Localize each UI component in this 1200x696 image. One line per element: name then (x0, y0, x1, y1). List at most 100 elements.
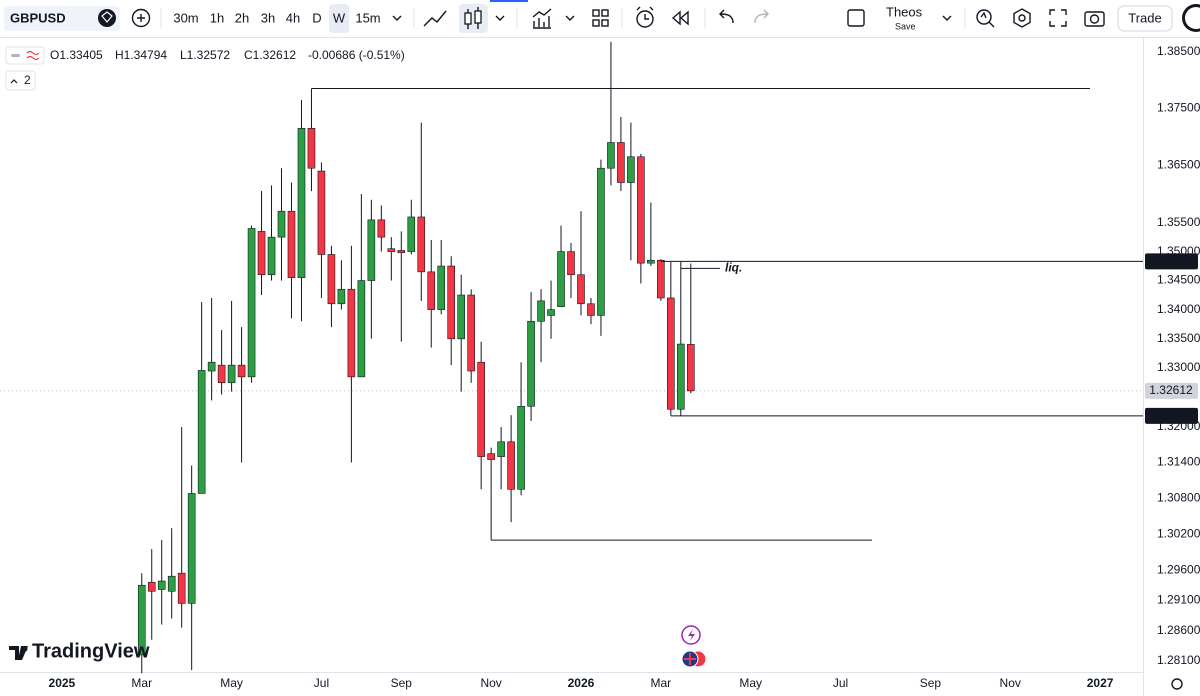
settings-icon[interactable] (1013, 8, 1031, 28)
indicator-count[interactable]: 2 (24, 73, 31, 87)
price-tick-label: 1.30200 (1157, 526, 1200, 540)
ohlc-value: C1.32612 (244, 48, 296, 62)
interval[interactable]: 1h (210, 10, 224, 25)
price-marker (1145, 407, 1198, 424)
candle-body (627, 156, 635, 183)
line-chart-icon[interactable] (423, 10, 447, 27)
candle-body (237, 364, 246, 378)
interval-active[interactable] (329, 4, 349, 33)
save-label[interactable]: Save (895, 21, 916, 31)
candle-body (447, 265, 456, 340)
price-tick-label: 1.28100 (1157, 653, 1200, 667)
toolbar: GBPUSD Theos Save (0, 0, 1200, 38)
ohlc-value: H1.34794 (115, 48, 167, 62)
interval[interactable]: 3h (261, 10, 275, 25)
price-tick-label: 1.33500 (1157, 331, 1200, 345)
logo-text[interactable]: TradingView (32, 640, 150, 662)
candle-body (517, 406, 525, 490)
alert-icon[interactable] (636, 10, 654, 28)
symbol-search-icon[interactable] (98, 9, 116, 27)
indicators-icon[interactable] (532, 8, 552, 29)
candle-body (367, 219, 376, 281)
badge-chevron (10, 79, 18, 84)
interval[interactable]: 4h (286, 10, 300, 25)
price-tick-label: 1.30800 (1157, 490, 1200, 504)
candle-body (277, 210, 286, 238)
candle-body (617, 142, 625, 183)
redo-icon[interactable] (754, 9, 769, 24)
candle-body (677, 343, 685, 410)
candle-body (427, 271, 436, 310)
trade-label[interactable]: Trade (1128, 10, 1161, 25)
legend-wave (26, 50, 40, 61)
price-tick-label: 1.34500 (1157, 273, 1200, 287)
candle-body (587, 303, 595, 316)
indicators-chevron[interactable] (565, 15, 575, 21)
indicator-badge[interactable] (5, 70, 36, 91)
time-tick-label: Jul (314, 676, 329, 690)
price-tick-label: 1.37500 (1157, 101, 1200, 115)
settings-corner[interactable] (1171, 678, 1183, 690)
layout-icon (592, 19, 600, 27)
layout-icon (601, 9, 609, 17)
candle-body (487, 453, 495, 460)
candle-body (187, 493, 196, 604)
active-tab-indicator (490, 0, 528, 2)
price-tick-label: 1.34000 (1157, 302, 1200, 316)
undo-icon[interactable] (719, 9, 734, 24)
candle-body (497, 441, 505, 457)
fullscreen-icon[interactable] (1049, 9, 1067, 27)
candle-body (667, 297, 675, 410)
layout-icon[interactable] (592, 9, 600, 17)
axis-settings-icon[interactable] (1171, 678, 1183, 690)
candle-body (307, 127, 316, 169)
ohlc-legend: O1.33405 H1.34794 L1.32572 C1.32612 -0.00686… (50, 48, 405, 62)
candle-body (597, 167, 605, 316)
logo-dot (22, 646, 28, 652)
snapshot-icon[interactable] (1084, 11, 1105, 27)
time-tick-label: Sep (391, 676, 413, 690)
price-tick-label: 1.29100 (1157, 593, 1200, 607)
compare-icon[interactable] (131, 8, 151, 28)
candle-body (327, 254, 336, 305)
symbol[interactable]: GBPUSD (10, 10, 66, 25)
ohlc-value: L1.32572 (180, 48, 230, 62)
candle-body (247, 228, 256, 378)
candle-body (137, 584, 146, 656)
candle-body (457, 294, 465, 340)
legend-eye (11, 54, 20, 57)
interval-chevron[interactable] (392, 15, 402, 21)
ohlc-value: O1.33405 (50, 48, 103, 62)
time-tick-label: Mar (651, 676, 672, 690)
candle-body (557, 251, 565, 307)
candle-body (157, 580, 166, 590)
candle-body (347, 288, 356, 378)
layout-square-icon[interactable] (847, 9, 865, 27)
last-price-marker (1145, 382, 1198, 399)
layout-name[interactable]: Theos (886, 4, 923, 19)
replay-icon[interactable] (671, 10, 689, 26)
candle-body (607, 142, 615, 169)
trade-button[interactable] (1117, 5, 1173, 32)
quick-search-icon[interactable] (976, 9, 992, 25)
price-tick-label: 1.28600 (1157, 623, 1200, 637)
chart-type-chevron[interactable] (495, 15, 505, 21)
interval[interactable]: 2h (235, 10, 249, 25)
symbol-box[interactable] (4, 6, 120, 31)
candle-body (637, 156, 645, 264)
event-bolt (688, 629, 695, 641)
price-tick-label: 1.29600 (1157, 562, 1200, 576)
interval[interactable]: W (333, 10, 346, 25)
interval[interactable]: D (312, 10, 321, 25)
candle-body (477, 361, 485, 457)
chart-type-active[interactable] (459, 4, 488, 33)
candle-body (357, 280, 366, 378)
plot-area: liq. (0, 41, 1143, 674)
ohlc-value: -0.00686 (-0.51%) (308, 48, 405, 62)
interval[interactable]: 15m (355, 10, 380, 25)
interval[interactable]: 30m (173, 10, 198, 25)
candle-body (337, 288, 346, 305)
price-tick-label: 1.33000 (1157, 360, 1200, 374)
layout-chevron[interactable] (942, 15, 952, 21)
